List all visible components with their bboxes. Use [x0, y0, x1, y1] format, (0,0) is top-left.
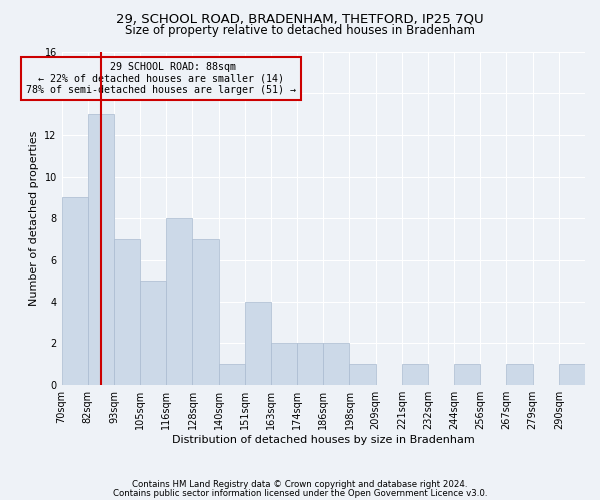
- Bar: [245, 302, 271, 385]
- Bar: [349, 364, 376, 385]
- Bar: [218, 364, 245, 385]
- Bar: [506, 364, 533, 385]
- Text: Size of property relative to detached houses in Bradenham: Size of property relative to detached ho…: [125, 24, 475, 37]
- Bar: [297, 344, 323, 385]
- Bar: [559, 364, 585, 385]
- X-axis label: Distribution of detached houses by size in Bradenham: Distribution of detached houses by size …: [172, 435, 475, 445]
- Bar: [88, 114, 114, 385]
- Text: Contains HM Land Registry data © Crown copyright and database right 2024.: Contains HM Land Registry data © Crown c…: [132, 480, 468, 489]
- Bar: [62, 198, 88, 385]
- Bar: [140, 281, 166, 385]
- Y-axis label: Number of detached properties: Number of detached properties: [29, 130, 39, 306]
- Bar: [271, 344, 297, 385]
- Bar: [454, 364, 481, 385]
- Bar: [114, 239, 140, 385]
- Text: 29, SCHOOL ROAD, BRADENHAM, THETFORD, IP25 7QU: 29, SCHOOL ROAD, BRADENHAM, THETFORD, IP…: [116, 12, 484, 26]
- Bar: [193, 239, 218, 385]
- Text: 29 SCHOOL ROAD: 88sqm
← 22% of detached houses are smaller (14)
78% of semi-deta: 29 SCHOOL ROAD: 88sqm ← 22% of detached …: [26, 62, 296, 94]
- Bar: [402, 364, 428, 385]
- Bar: [323, 344, 349, 385]
- Text: Contains public sector information licensed under the Open Government Licence v3: Contains public sector information licen…: [113, 488, 487, 498]
- Bar: [166, 218, 193, 385]
